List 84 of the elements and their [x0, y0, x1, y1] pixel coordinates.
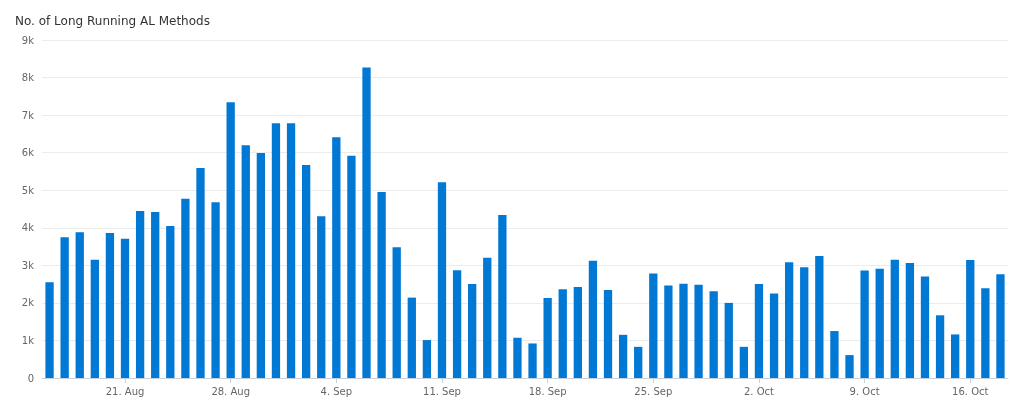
bar [166, 225, 175, 378]
bar [543, 298, 552, 378]
bar [679, 283, 688, 378]
bar [392, 247, 401, 378]
bar [558, 289, 567, 378]
bar [800, 267, 809, 378]
bar [845, 355, 854, 378]
bar [181, 198, 190, 378]
x-tick-label: 11. Sep [423, 385, 461, 397]
bar [754, 284, 764, 378]
bar [90, 259, 99, 378]
bar [709, 291, 718, 378]
bar [301, 165, 311, 378]
x-tick-label: 16. Oct [952, 385, 989, 397]
bar [271, 123, 281, 378]
bar [815, 255, 824, 378]
bar [830, 331, 839, 378]
bar [513, 337, 522, 378]
x-tick-label: 9. Oct [849, 385, 880, 397]
y-tick-label: 5k [21, 184, 35, 196]
y-tick-label: 8k [21, 72, 35, 84]
bar [875, 268, 884, 378]
bar [603, 290, 613, 378]
x-tick-label: 18. Sep [528, 385, 567, 397]
bar [483, 257, 492, 378]
bar [332, 137, 341, 378]
bar [769, 293, 779, 378]
y-tick-label: 6k [21, 147, 35, 159]
bar [437, 182, 447, 378]
bar [860, 270, 869, 378]
bar [241, 145, 250, 378]
y-tick-label: 9k [21, 34, 35, 46]
bar [422, 340, 432, 378]
x-tick-label: 4. Sep [320, 385, 353, 397]
bar [211, 202, 220, 378]
bar [498, 215, 507, 378]
bar [347, 155, 356, 378]
bar [286, 123, 296, 378]
bar [905, 263, 915, 378]
bar [966, 260, 975, 378]
chart-title: No. of Long Running AL Methods [15, 14, 210, 28]
bar [951, 334, 960, 378]
bar [920, 276, 930, 378]
x-tick-label: 21. Aug [105, 385, 145, 397]
bar [105, 233, 115, 378]
x-tick-label: 25. Sep [634, 385, 673, 397]
bar [452, 270, 462, 378]
bar [528, 343, 537, 378]
bar [890, 259, 899, 378]
bar [377, 192, 386, 378]
bar [981, 288, 990, 378]
bar [317, 216, 326, 378]
bar [256, 153, 266, 378]
bar [75, 232, 84, 378]
bar [935, 315, 945, 378]
bar [724, 302, 733, 378]
x-tick-label: 2. Oct [743, 385, 775, 397]
bar [649, 273, 658, 378]
bar [996, 274, 1005, 378]
bar [60, 237, 69, 378]
bar [407, 297, 416, 378]
bar [784, 262, 794, 378]
x-tick-label: 28. Aug [211, 385, 250, 397]
y-tick-label: 7k [21, 109, 35, 121]
bar [573, 287, 582, 378]
bar [664, 285, 673, 378]
bar [196, 168, 205, 378]
bar [634, 346, 643, 378]
bar [739, 346, 749, 378]
bar [226, 102, 235, 378]
bar [120, 238, 130, 378]
y-tick-label: 3k [21, 259, 35, 271]
bar [618, 334, 628, 378]
y-tick-label: 0 [27, 372, 34, 384]
bar [45, 282, 54, 378]
bar [135, 210, 145, 378]
y-tick-label: 1k [21, 334, 35, 346]
bar [468, 284, 477, 378]
bar [151, 212, 160, 378]
bar [694, 284, 703, 378]
bar [588, 260, 598, 378]
bar [362, 67, 371, 378]
y-tick-label: 2k [21, 297, 35, 309]
y-tick-label: 4k [21, 222, 35, 234]
